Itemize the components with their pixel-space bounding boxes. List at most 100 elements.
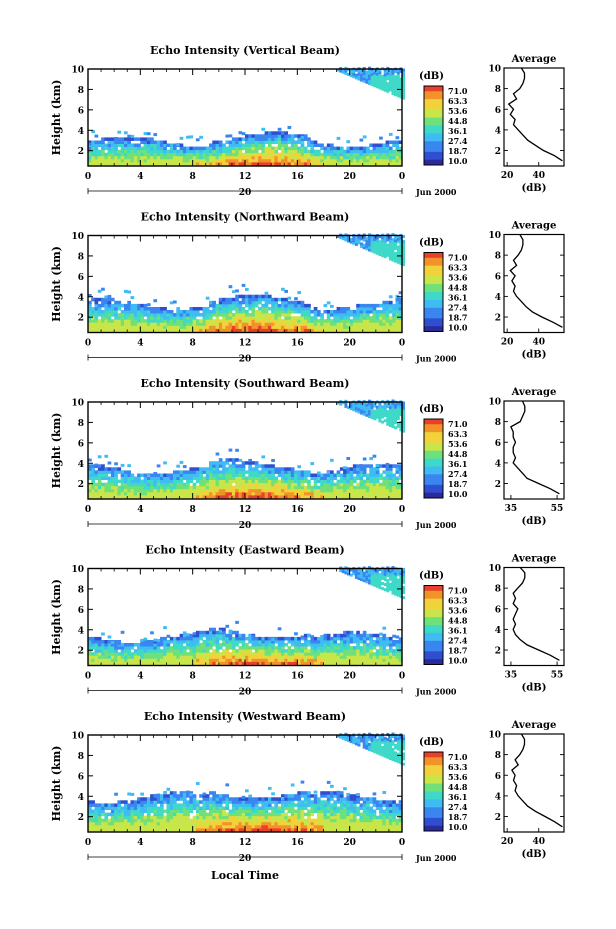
heatmap-cell xyxy=(91,310,95,314)
heatmap-cell xyxy=(110,818,115,823)
heatmap-cell xyxy=(104,655,109,659)
heatmap-cell xyxy=(290,636,295,641)
heatmap-cell xyxy=(323,152,328,157)
heatmap-cell xyxy=(339,310,344,314)
heatmap-cell xyxy=(267,470,272,474)
heatmap-cell xyxy=(290,303,295,308)
heatmap-cell xyxy=(267,149,272,154)
heatmap-cell xyxy=(362,328,367,332)
x-tick-label: 0 xyxy=(399,339,405,349)
heatmap-cell xyxy=(225,303,230,308)
heatmap-cell xyxy=(238,155,243,160)
heatmap-cell xyxy=(267,161,272,166)
heatmap-cell xyxy=(251,652,256,656)
heatmap-cell xyxy=(186,155,190,160)
heatmap-cell xyxy=(372,158,377,163)
cloud-cell xyxy=(391,245,395,249)
colorbar-step xyxy=(424,651,443,655)
cloud-cell xyxy=(360,70,364,74)
cloud-cell xyxy=(388,75,392,79)
heatmap-cell xyxy=(258,137,262,141)
heatmap-cell xyxy=(97,319,102,323)
heatmap-cell xyxy=(212,313,216,317)
cloud-cell xyxy=(399,85,403,89)
heatmap-cell xyxy=(114,812,118,817)
heatmap-cell xyxy=(277,322,282,326)
heatmap-cell xyxy=(107,313,112,317)
heatmap-cell xyxy=(382,158,387,163)
colorbar-tick-label: 63.3 xyxy=(448,596,468,606)
heatmap-cell xyxy=(117,640,122,644)
heatmap-speck xyxy=(238,131,243,135)
heatmap-cell xyxy=(146,809,151,813)
heatmap-cell xyxy=(281,319,285,323)
heatmap-cell xyxy=(222,325,226,329)
heatmap-cell xyxy=(189,155,194,160)
heatmap-cell xyxy=(336,652,341,656)
cloud-cell xyxy=(391,238,395,242)
heatmap-cell xyxy=(398,649,403,653)
cloud-cell xyxy=(378,419,382,423)
heatmap-cell xyxy=(215,652,220,656)
heatmap-cell xyxy=(231,488,236,493)
heatmap-cell xyxy=(323,633,328,638)
heatmap-cell xyxy=(254,643,259,647)
heatmap-cell xyxy=(251,297,256,302)
heatmap-cell xyxy=(323,491,328,496)
heatmap-cell xyxy=(192,467,197,471)
heatmap-cell xyxy=(277,328,282,332)
heatmap-cell xyxy=(395,155,400,160)
cloud-cell xyxy=(375,405,379,409)
heatmap-cell xyxy=(212,494,216,499)
heatmap-cell xyxy=(326,491,331,496)
cloud-cell xyxy=(402,255,405,259)
cloud-cell xyxy=(391,412,395,416)
heatmap-cell xyxy=(133,479,138,484)
heatmap-cell xyxy=(320,491,324,496)
heatmap-cell xyxy=(333,316,337,320)
heatmap-cell xyxy=(320,316,324,320)
heatmap-cell xyxy=(310,152,315,157)
heatmap-cell xyxy=(127,325,131,329)
cloud-cell xyxy=(383,242,387,246)
cloud-cell xyxy=(399,405,403,409)
heatmap-cell xyxy=(333,328,337,332)
colorbar-step xyxy=(424,447,443,452)
heatmap-cell xyxy=(166,824,171,829)
heatmap-cell xyxy=(160,313,164,317)
heatmap-cell xyxy=(231,491,236,496)
heatmap-cell xyxy=(313,307,318,311)
cloud-cell xyxy=(402,409,405,413)
cloud-cell xyxy=(347,239,350,243)
heatmap-cell xyxy=(258,313,262,317)
heatmap-cell xyxy=(94,821,99,826)
heatmap-cell xyxy=(248,313,252,317)
heatmap-cell xyxy=(110,158,115,163)
heatmap-speck xyxy=(124,131,128,135)
heatmap-cell xyxy=(146,640,151,644)
heatmap-cell xyxy=(382,300,387,305)
heatmap-cell xyxy=(267,661,272,665)
heatmap-cell xyxy=(130,806,135,810)
heatmap-cell xyxy=(349,158,354,163)
heatmap-cell xyxy=(261,134,266,138)
cloud-cell xyxy=(370,413,374,417)
heatmap-cell xyxy=(281,479,285,484)
heatmap-cell xyxy=(313,485,318,490)
heatmap-cell xyxy=(205,630,210,635)
heatmap-speck xyxy=(369,457,373,461)
heatmap-cell xyxy=(209,158,213,163)
heatmap-cell xyxy=(375,310,380,314)
heatmap-cell xyxy=(267,649,272,653)
heatmap-cell xyxy=(163,652,167,656)
heatmap-cell xyxy=(235,307,239,311)
heatmap-cell xyxy=(101,649,105,653)
heatmap-cell xyxy=(352,464,357,468)
heatmap-cell xyxy=(199,636,203,641)
heatmap-cell xyxy=(300,479,305,484)
heatmap-cell xyxy=(356,158,360,163)
heatmap-cell xyxy=(356,464,360,468)
heatmap-cell xyxy=(189,640,194,644)
cloud-cell xyxy=(396,573,400,577)
average-x-tick-label: 40 xyxy=(532,171,545,181)
